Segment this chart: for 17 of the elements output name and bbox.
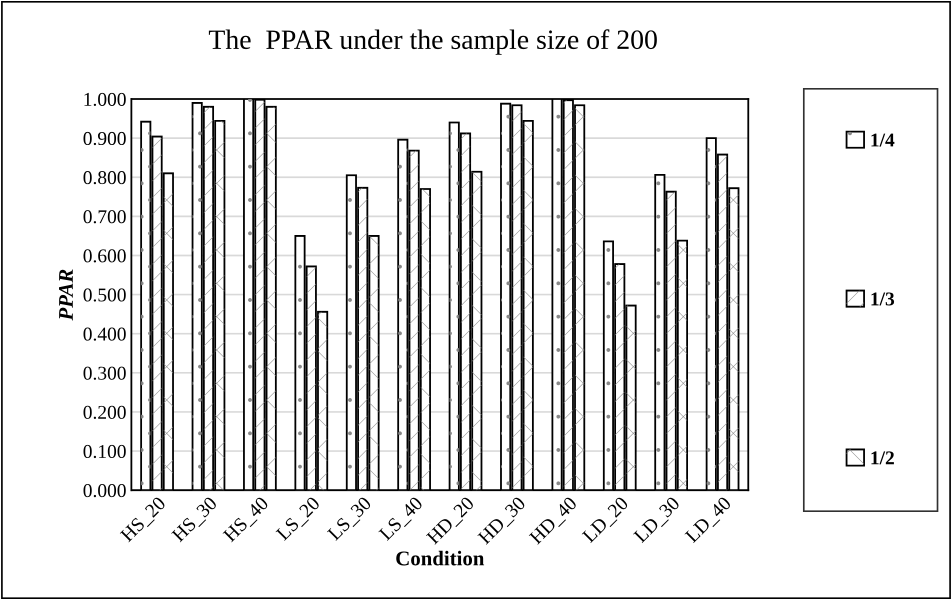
y-tick-label: 1.000 — [84, 92, 126, 106]
y-tick-label: 0.700 — [84, 210, 126, 224]
legend-label: 1/2 — [871, 451, 894, 464]
chart-title: The PPAR under the sample size of 200 — [208, 29, 657, 55]
y-tick-label: 0.600 — [84, 249, 126, 263]
legend-label: 1/3 — [871, 292, 894, 306]
y-tick-label: 0.400 — [84, 328, 126, 341]
y-axis-title: PPAR — [59, 270, 73, 320]
y-tick-label: 0.100 — [84, 444, 126, 458]
y-tick-label: 0.000 — [84, 484, 126, 498]
y-tick-label: 0.200 — [84, 406, 126, 419]
y-tick-label: 0.900 — [84, 132, 126, 146]
x-axis-title: Condition — [396, 550, 484, 566]
y-tick-label: 0.500 — [84, 288, 126, 302]
y-tick-label: 0.800 — [84, 171, 126, 184]
y-tick-label: 0.300 — [84, 366, 126, 380]
legend-label: 1/4 — [871, 134, 894, 147]
